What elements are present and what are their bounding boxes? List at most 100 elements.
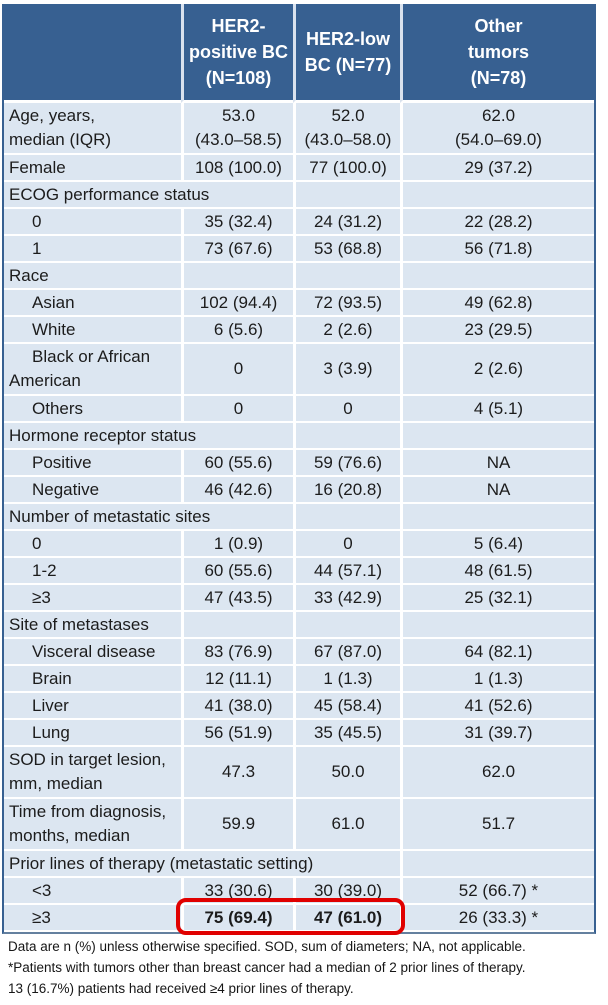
table-row: <3 33 (30.6) 30 (39.0) 52 (66.7) * [4,878,594,905]
table-row: Others 0 0 4 (5.1) [4,396,594,423]
value-cell: 2 (2.6) [293,317,400,344]
value-cell: 53 (68.8) [293,236,400,263]
section-label: Race [4,263,181,290]
row-label: 0 [4,531,181,558]
row-label: ≥3 [4,905,181,932]
value-cell: 62.0 (54.0–69.0) [400,103,594,155]
empty-cell [400,423,594,450]
row-label: Black or African American [4,344,181,396]
value-cell: 72 (93.5) [293,290,400,317]
table-row: ≥3 47 (43.5) 33 (42.9) 25 (32.1) [4,585,594,612]
value-cell: 47.3 [181,747,293,799]
value-cell: 73 (67.6) [181,236,293,263]
value-cell: 59.9 [181,799,293,851]
value-cell: 0 [181,344,293,396]
footnotes: Data are n (%) unless otherwise specifie… [8,936,602,999]
table-row: Visceral disease 83 (76.9) 67 (87.0) 64 (82… [4,639,594,666]
table-row: Negative 46 (42.6) 16 (20.8) NA [4,477,594,504]
section-row: Hormone receptor status [4,423,594,450]
table-body: Age, years, median (IQR) 53.0 (43.0–58.5)… [4,103,594,932]
table-header: HER2- positive BC (N=108) HER2-low BC (N… [4,4,594,103]
value-cell: 1 (1.3) [400,666,594,693]
value-cell: NA [400,450,594,477]
empty-cell [293,612,400,639]
value-cell: 47 (61.0) [293,905,400,932]
value-cell: 46 (42.6) [181,477,293,504]
row-label: Negative [4,477,181,504]
section-row: Prior lines of therapy (metastatic setti… [4,851,594,878]
section-row: ECOG performance status [4,182,594,209]
value-cell: 61.0 [293,799,400,851]
value-cell: 22 (28.2) [400,209,594,236]
row-label: ≥3 [4,585,181,612]
corner-cell [4,4,181,103]
footnote-line: *Patients with tumors other than breast … [8,960,526,975]
table-row: Black or African American 0 3 (3.9) 2 (2.6) [4,344,594,396]
value-cell: 56 (51.9) [181,720,293,747]
value-cell: 75 (69.4) [181,905,293,932]
row-label: Liver [4,693,181,720]
value-cell: 56 (71.8) [400,236,594,263]
value-cell: 41 (38.0) [181,693,293,720]
value-cell: 45 (58.4) [293,693,400,720]
value-cell: 108 (100.0) [181,155,293,182]
value-cell: 48 (61.5) [400,558,594,585]
value-cell: 35 (45.5) [293,720,400,747]
table-row: Time from diagnosis, months, median 59.9 6… [4,799,594,851]
value-cell: 77 (100.0) [293,155,400,182]
table-row: Lung 56 (51.9) 35 (45.5) 31 (39.7) [4,720,594,747]
empty-cell [293,263,400,290]
value-cell: 0 [293,531,400,558]
value-cell: 12 (11.1) [181,666,293,693]
table-row: Asian 102 (94.4) 72 (93.5) 49 (62.8) [4,290,594,317]
empty-cell [181,612,293,639]
empty-cell [400,263,594,290]
row-label: <3 [4,878,181,905]
value-cell: 51.7 [400,799,594,851]
value-cell: 0 [181,396,293,423]
row-label: 1-2 [4,558,181,585]
value-cell: 29 (37.2) [400,155,594,182]
empty-cell [400,504,594,531]
value-cell: 23 (29.5) [400,317,594,344]
characteristics-table: HER2- positive BC (N=108) HER2-low BC (N… [2,4,596,934]
value-cell: 33 (42.9) [293,585,400,612]
value-cell: 25 (32.1) [400,585,594,612]
empty-cell [181,263,293,290]
value-cell: 44 (57.1) [293,558,400,585]
value-cell: 41 (52.6) [400,693,594,720]
value-cell: 30 (39.0) [293,878,400,905]
section-label: Prior lines of therapy (metastatic setti… [4,851,400,878]
value-cell: 5 (6.4) [400,531,594,558]
value-cell: 0 [293,396,400,423]
row-label: 1 [4,236,181,263]
section-label: ECOG performance status [4,182,293,209]
value-cell: 26 (33.3) * [400,905,594,932]
empty-cell [293,182,400,209]
section-row: Site of metastases [4,612,594,639]
table-row: Liver 41 (38.0) 45 (58.4) 41 (52.6) [4,693,594,720]
row-label: Time from diagnosis, months, median [4,799,181,851]
value-cell: 52.0 (43.0–58.0) [293,103,400,155]
section-label: Hormone receptor status [4,423,293,450]
table-row: 1-2 60 (55.6) 44 (57.1) 48 (61.5) [4,558,594,585]
value-cell: 33 (30.6) [181,878,293,905]
value-cell: NA [400,477,594,504]
value-cell: 1 (0.9) [181,531,293,558]
value-cell: 62.0 [400,747,594,799]
empty-cell [293,504,400,531]
row-label: Visceral disease [4,639,181,666]
col-header-her2-positive: HER2- positive BC (N=108) [181,4,293,103]
value-cell: 24 (31.2) [293,209,400,236]
value-cell: 1 (1.3) [293,666,400,693]
value-cell: 49 (62.8) [400,290,594,317]
value-cell: 60 (55.6) [181,558,293,585]
row-label: Lung [4,720,181,747]
col-header-other-tumors: Other tumors (N=78) [400,4,594,103]
section-label: Site of metastases [4,612,181,639]
table-row: ≥3 75 (69.4) 47 (61.0) 26 (33.3) * [4,905,594,932]
table-row: Brain 12 (11.1) 1 (1.3) 1 (1.3) [4,666,594,693]
value-cell: 102 (94.4) [181,290,293,317]
empty-cell [400,612,594,639]
